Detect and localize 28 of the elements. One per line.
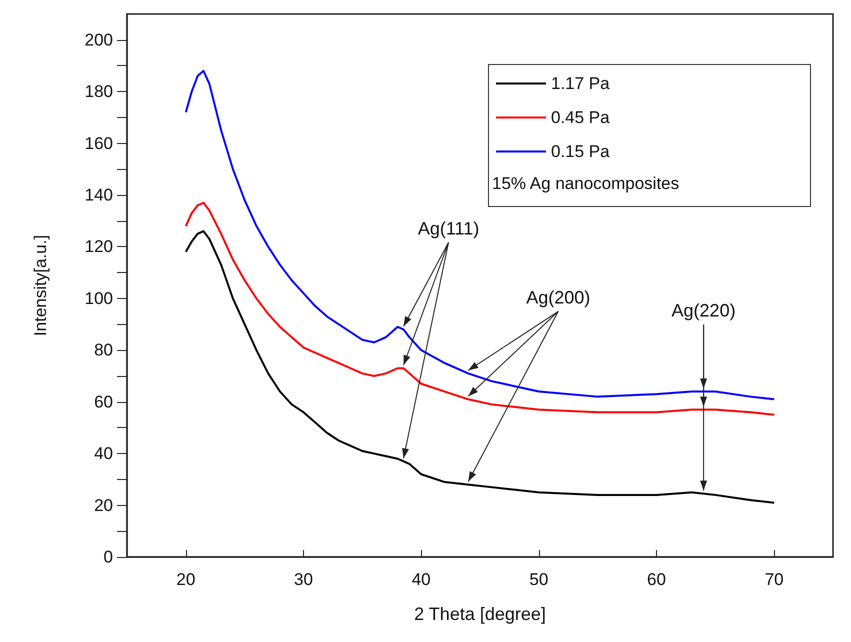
x-tick-label: 20 [176,570,196,589]
y-axis-title: Intensity[a.u.] [31,234,50,336]
line-series [184,202,776,416]
legend-title: 15% Ag nanocomposites [492,174,680,193]
x-tick-label: 50 [529,570,548,589]
y-tick-label: 140 [84,186,113,204]
x-tick-label: 30 [294,570,313,589]
y-tick-label: 60 [94,392,113,412]
annotation: Ag(200) [526,287,590,308]
annotation: Ag(220) [672,300,736,321]
y-tick-label: 160 [84,134,113,153]
annotation: Ag(111) [418,218,480,238]
x-tick-label: 40 [412,570,431,589]
y-tick-label: 0 [104,548,113,566]
y-tick-label: 40 [94,444,113,464]
y-tick-label: 20 [94,496,113,515]
y-tick-label: 200 [84,30,113,50]
line-series [184,70,776,400]
legend-label: 0.45 Pa [551,108,610,127]
legend-label: 1.17 Pa [551,74,610,93]
y-tick-label: 80 [94,340,113,360]
x-tick-label: 70 [764,570,784,589]
legend-label: 0.15 Pa [551,142,610,161]
y-tick-label: 180 [84,82,113,102]
x-axis-title: 2 Theta [degree] [414,604,546,624]
y-tick-label: 120 [84,237,113,256]
x-tick-label: 60 [647,570,666,589]
y-tick-label: 100 [84,288,113,308]
